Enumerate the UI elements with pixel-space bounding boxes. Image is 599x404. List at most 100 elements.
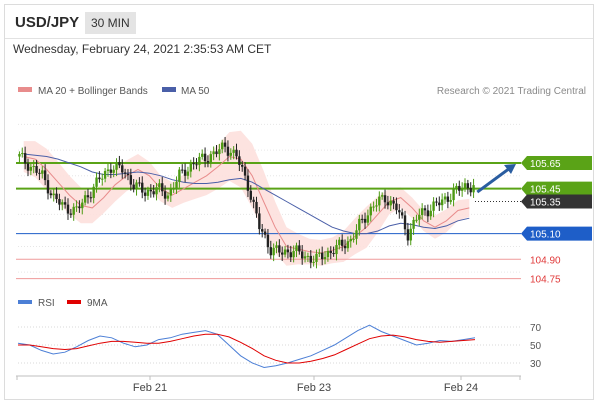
rsi-tick-label: 50 <box>530 341 542 352</box>
candle-body <box>269 247 272 256</box>
candle-body <box>298 245 301 252</box>
candle-body <box>400 212 404 216</box>
forecast-arrow <box>476 163 516 194</box>
candle-body <box>343 245 347 249</box>
candle-body <box>241 164 244 167</box>
candle-body <box>440 199 444 206</box>
candle-body <box>449 200 452 202</box>
candle-body <box>203 153 207 162</box>
candle-body <box>186 171 190 176</box>
rsi-legend-label: RSI <box>38 298 55 309</box>
candle-body <box>289 252 292 258</box>
candle-body <box>235 149 238 157</box>
level-lines <box>16 161 521 280</box>
x-tick-label: Feb 21 <box>133 382 167 394</box>
candle-body <box>469 188 472 193</box>
level-label-tag <box>521 226 592 241</box>
x-tick-label: Feb 24 <box>444 382 478 394</box>
candle-body <box>95 177 98 187</box>
candle-body <box>52 193 55 196</box>
research-credit: Research © 2021 Trading Central <box>437 86 586 97</box>
candle-body <box>115 162 118 170</box>
candle-body <box>366 215 370 223</box>
candle-body <box>66 204 70 214</box>
candle-body <box>78 206 81 209</box>
candle-body <box>112 169 115 173</box>
candle-body <box>75 206 78 208</box>
level-label: 105.65 <box>530 159 561 170</box>
candle-body <box>263 231 267 235</box>
candle-body <box>460 188 464 191</box>
candle-body <box>132 184 135 190</box>
candle-body <box>163 191 167 199</box>
rsi-line <box>17 324 476 369</box>
candle-body <box>178 169 181 182</box>
level-label-tag <box>521 155 592 170</box>
candle-body <box>183 169 187 176</box>
candle-body <box>312 261 315 263</box>
candle-body <box>286 249 290 253</box>
candle-body <box>103 170 107 179</box>
candle-body <box>83 195 87 203</box>
ma20-legend-swatch <box>18 87 32 92</box>
candle-body <box>463 183 467 189</box>
candle-body <box>315 253 318 262</box>
x-axis-ticks: Feb 21 Feb 23 Feb 24 <box>16 376 521 394</box>
level-labels: 105.65 105.45 105.35 105.10 104.90 104.75 <box>521 155 592 286</box>
candle-body <box>283 249 287 255</box>
arrow-head <box>504 163 516 174</box>
level-label: 104.75 <box>530 275 561 286</box>
candle-body <box>58 199 61 205</box>
candle-body <box>121 165 124 173</box>
candle-body <box>363 218 367 223</box>
candle-body <box>35 166 38 173</box>
candle-body <box>212 151 215 155</box>
candle-body <box>303 256 307 259</box>
candle-body <box>258 213 261 230</box>
candle-body <box>472 185 475 193</box>
rsi-tick-label: 70 <box>530 323 542 334</box>
candle-body <box>118 162 121 166</box>
timeframe-badge[interactable]: 30 MIN <box>85 12 136 34</box>
bollinger-band-area <box>23 130 470 266</box>
candle-body <box>335 245 338 255</box>
candle-body <box>266 234 270 248</box>
candle-body <box>43 170 47 181</box>
candle-body <box>129 175 133 185</box>
candle-body <box>126 173 130 176</box>
candle-body <box>435 201 438 203</box>
candle-body <box>352 238 355 240</box>
candle-body <box>380 195 384 197</box>
candle-body <box>243 166 247 176</box>
ma50-line <box>23 153 470 235</box>
candle-body <box>355 230 358 239</box>
candle-body <box>281 252 284 255</box>
candle-body <box>23 153 27 164</box>
candle-body <box>172 188 175 190</box>
candle-body <box>215 151 218 155</box>
candle-body <box>198 156 201 165</box>
candle-body <box>412 219 415 229</box>
candle-body <box>429 210 432 217</box>
candle-body <box>101 178 104 180</box>
candle-body <box>392 200 395 204</box>
candle-body <box>395 203 398 211</box>
candle-body <box>372 206 375 208</box>
level-label-tag <box>521 194 592 209</box>
candle-body <box>143 192 147 196</box>
candle-body <box>455 185 458 189</box>
candle-body <box>320 252 324 260</box>
candle-body <box>378 196 381 206</box>
candle-body <box>346 241 350 249</box>
candlesticks <box>18 136 475 269</box>
candle-body <box>386 202 390 206</box>
candle-body <box>158 183 161 188</box>
candle-body <box>81 202 84 209</box>
bollinger-band <box>23 130 470 266</box>
candle-body <box>61 202 64 205</box>
candle-body <box>55 193 58 200</box>
candle-body <box>106 169 110 171</box>
candle-body <box>138 182 141 184</box>
chart-header: USD/JPY 30 MIN <box>5 5 593 39</box>
candle-body <box>149 189 153 192</box>
